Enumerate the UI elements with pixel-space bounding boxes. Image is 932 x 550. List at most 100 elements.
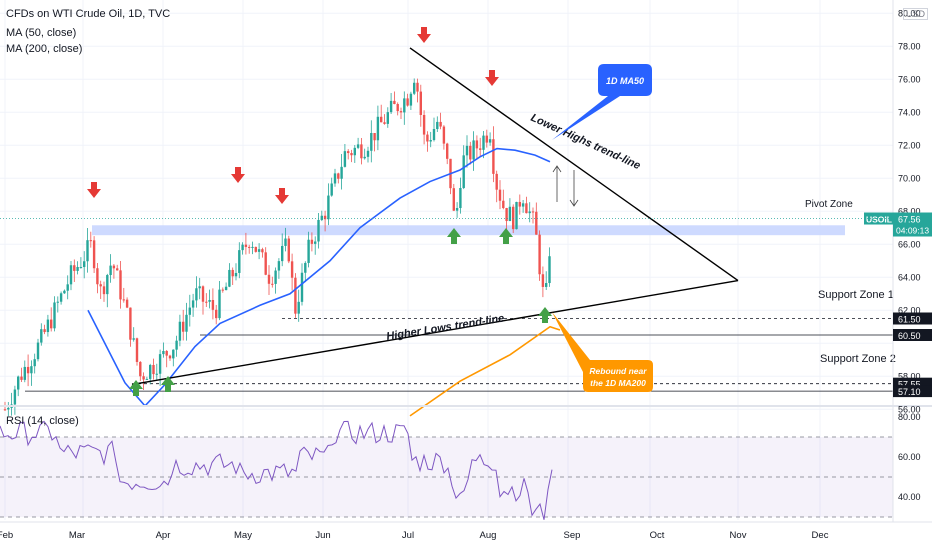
price-axis-label: 78.00 [898, 41, 921, 51]
ma50-legend: MA (50, close) [6, 27, 77, 39]
candle-body [13, 389, 17, 405]
candle-body [528, 211, 531, 214]
candle-body [155, 373, 158, 375]
candle-body [23, 366, 26, 380]
candle-body [66, 284, 69, 291]
candle-body [224, 286, 228, 291]
candle-body [502, 200, 505, 209]
candle-body [56, 301, 59, 303]
time-axis-label: Apr [156, 530, 171, 541]
candle-body [244, 244, 248, 247]
price-tag-text: 60.50 [898, 331, 921, 341]
time-axis-label: Mar [69, 530, 85, 541]
price-axis-label: 72.00 [898, 140, 921, 150]
time-axis-label: Feb [0, 530, 13, 541]
last-price-tag [893, 212, 932, 237]
candle-body [396, 104, 399, 112]
candle-body [297, 301, 300, 314]
countdown-text: 04:09:13 [896, 226, 929, 236]
candle-body [142, 376, 145, 380]
candle-body [129, 307, 132, 340]
candle-body [63, 290, 66, 294]
ma50-line [87, 147, 551, 408]
candle-body [538, 234, 541, 275]
candle-body [452, 188, 455, 211]
candle-body [182, 321, 185, 332]
candle-body [231, 269, 234, 277]
candle-body [205, 301, 208, 303]
time-axis-label: Jun [315, 530, 330, 541]
candle-body [119, 270, 122, 300]
candle-body [149, 364, 152, 379]
time-axis-label: Nov [730, 530, 747, 541]
candle-body [76, 266, 79, 271]
candle-body [314, 241, 317, 244]
candle-body [69, 265, 73, 285]
time-axis-label: Dec [812, 530, 829, 541]
candle-body [446, 143, 449, 159]
measure-up-arrow [552, 165, 562, 202]
ma200-callout-text-2: the 1D MA200 [590, 378, 646, 388]
candle-body [360, 144, 363, 159]
candle-body [165, 350, 168, 356]
ma200-line [409, 325, 561, 417]
candle-body [73, 265, 76, 271]
candle-body [508, 206, 512, 222]
candle-body [139, 361, 142, 377]
candle-body [251, 246, 254, 248]
candle-body [389, 100, 393, 113]
candle-body [307, 239, 310, 263]
candle-body [145, 378, 149, 380]
green-up-arrow [447, 228, 461, 244]
candle-body [36, 342, 40, 360]
ma200-callout-text-1: Rebound near [589, 366, 647, 376]
price-axis-label: 70.00 [898, 173, 921, 183]
candle-body [135, 338, 139, 362]
candle-body [350, 153, 353, 156]
candle-body [178, 321, 182, 341]
symbol-tag-text: USOIL [866, 215, 892, 225]
support1-label: Support Zone 1 [818, 289, 894, 301]
red-down-arrow [87, 182, 101, 198]
candle-body [512, 206, 515, 230]
candle-body [83, 261, 86, 267]
currency-badge[interactable]: USD [903, 8, 929, 20]
candle-body [462, 155, 465, 188]
candle-body [498, 189, 502, 201]
time-axis-label: May [234, 530, 252, 541]
red-down-arrow [417, 27, 431, 43]
price-axis-label: 58.00 [898, 371, 921, 381]
candle-body [287, 238, 290, 262]
candle-body [327, 195, 330, 220]
candle-body [333, 173, 337, 184]
candle-body [475, 140, 479, 149]
candle-body [228, 269, 231, 287]
candle-body [132, 338, 135, 340]
candle-body [218, 289, 221, 319]
candle-body [191, 300, 195, 308]
price-axis-label: 64.00 [898, 272, 921, 282]
candle-body [518, 201, 521, 207]
candle-body [3, 409, 7, 411]
candle-body [46, 319, 50, 333]
candle-body [211, 300, 215, 310]
candle-body [380, 116, 383, 123]
candle-body [439, 121, 442, 127]
candle-body [548, 256, 551, 284]
price-tag [893, 329, 932, 341]
candle-body [277, 261, 281, 271]
candle-body [116, 268, 119, 271]
rsi-axis-label: 60.00 [898, 452, 921, 462]
candle-body [436, 121, 439, 130]
candle-body [284, 238, 287, 246]
candle-body [294, 277, 297, 314]
candle-body [515, 201, 518, 230]
candle-body [363, 156, 366, 159]
time-axis-label: Oct [650, 530, 665, 541]
candle-body [376, 116, 380, 141]
candle-body [59, 293, 63, 302]
price-tag-text: 57.55 [898, 380, 921, 390]
candle-body [290, 261, 294, 278]
